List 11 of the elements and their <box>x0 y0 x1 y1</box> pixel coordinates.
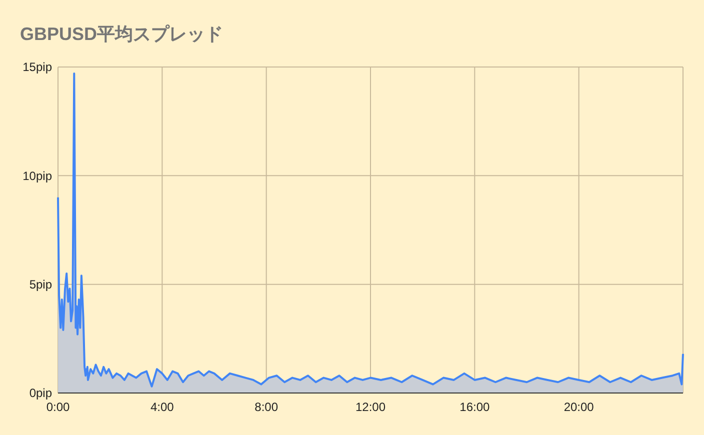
x-tick-label: 0:00 <box>46 400 70 414</box>
y-tick-label: 5pip <box>29 278 52 292</box>
x-tick-label: 12:00 <box>355 400 386 414</box>
x-tick-label: 16:00 <box>460 400 490 414</box>
chart-title: GBPUSD平均スプレッド <box>20 24 224 44</box>
x-tick-label: 4:00 <box>150 400 174 414</box>
x-tick-label: 8:00 <box>254 400 278 414</box>
y-tick-label: 15pip <box>22 60 52 74</box>
y-tick-label: 10pip <box>22 168 52 183</box>
x-tick-label: 20:00 <box>564 400 594 414</box>
y-tick-label: 0pip <box>29 386 52 400</box>
